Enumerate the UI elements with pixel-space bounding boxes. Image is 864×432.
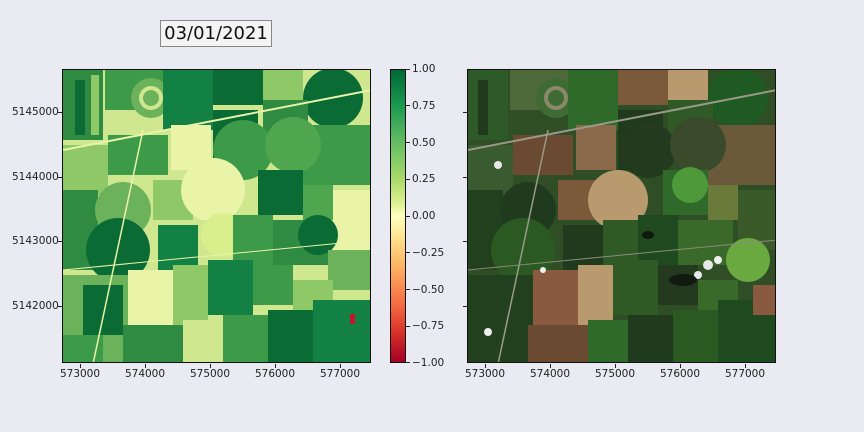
x-tick-label: 577000 [724,368,766,380]
y-tick-mark [463,177,467,178]
colorbar-tick-mark [406,252,410,253]
y-tick-mark [463,306,467,307]
y-tick-mark [58,241,62,242]
date-label: 03/01/2021 [160,20,272,47]
colorbar-tick-mark [406,105,410,106]
colorbar-tick-mark [406,216,410,217]
x-tick-label: 573000 [59,368,101,380]
x-tick-mark [145,364,146,368]
x-tick-mark [485,364,486,368]
colorbar-tick-mark [406,289,410,290]
x-tick-label: 576000 [659,368,701,380]
colorbar-tick-mark [406,69,410,70]
colorbar-tick-label: 0.50 [412,136,436,149]
rgb-map-image [468,70,775,362]
colorbar-tick-mark [406,179,410,180]
ndvi-map-image [63,70,370,362]
y-tick-mark [463,241,467,242]
x-tick-label: 574000 [529,368,571,380]
x-tick-mark [680,364,681,368]
y-tick-label: 5144000 [12,171,59,183]
x-tick-mark [80,364,81,368]
colorbar [390,69,406,363]
colorbar-tick-mark [406,362,410,363]
y-tick-label: 5143000 [12,235,59,247]
colorbar-tick-label: −1.00 [412,357,445,369]
colorbar-tick-label: 0.25 [412,173,436,186]
rgb-map [467,69,776,363]
colorbar-tick-mark [406,326,410,327]
y-tick-label: 5142000 [12,300,59,312]
colorbar-tick-label: −0.50 [412,283,445,296]
x-tick-label: 575000 [594,368,636,380]
x-tick-mark [615,364,616,368]
x-tick-label: 577000 [319,368,361,380]
colorbar-tick-label: 0.00 [412,210,436,222]
x-tick-mark [550,364,551,368]
x-tick-mark [745,364,746,368]
x-tick-mark [275,364,276,368]
colorbar-tick-mark [406,142,410,143]
colorbar-tick-label: 1.00 [412,63,436,75]
colorbar-tick-label: −0.25 [412,246,445,259]
colorbar-tick-label: 0.75 [412,99,436,112]
x-tick-label: 576000 [254,368,296,380]
ndvi-map [62,69,371,363]
y-tick-mark [58,112,62,113]
x-tick-label: 573000 [464,368,506,380]
colorbar-tick-label: −0.75 [412,320,445,333]
x-tick-mark [210,364,211,368]
x-tick-label: 575000 [189,368,231,380]
y-tick-mark [58,306,62,307]
y-tick-label: 5145000 [12,106,59,118]
y-tick-mark [58,177,62,178]
y-tick-mark [463,112,467,113]
x-tick-label: 574000 [124,368,166,380]
x-tick-mark [340,364,341,368]
